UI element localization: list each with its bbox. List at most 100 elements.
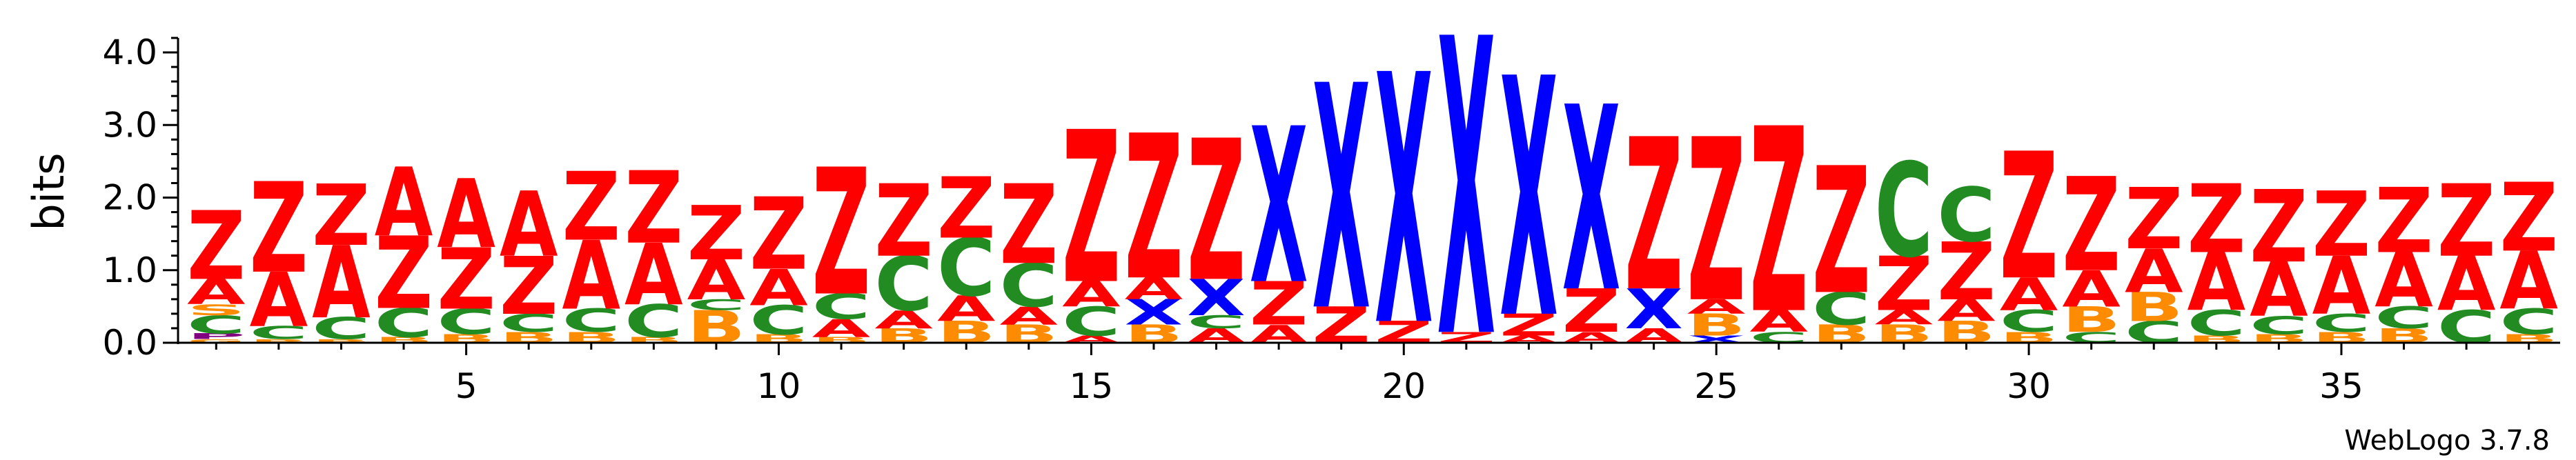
logo-letter: A [749, 259, 808, 317]
logo-letter: Z [2312, 173, 2371, 277]
logo-letter: Z [2187, 164, 2246, 274]
logo-letter: X [1187, 269, 1246, 327]
logo-letter: Z [1875, 241, 1934, 328]
logo-letter: Z [2375, 170, 2433, 274]
y-tick-label: 2.0 [102, 178, 157, 218]
logo-letter: A [187, 272, 246, 313]
logo-letter: Z [937, 160, 996, 258]
letter-stack-pos-19: ZX [1312, 21, 1370, 380]
x-tick-label: 5 [455, 366, 478, 406]
letter-stacks: GPCSAZBCAZBCAZBCZABCZABCZABCAZBCAZBCAZBC… [187, 0, 2558, 429]
logo-letter: C [2000, 304, 2058, 339]
logo-letter: Z [1687, 92, 1746, 352]
logo-letter: C [687, 297, 746, 314]
logo-letter: Z [1250, 270, 1308, 339]
logo-letter: A [2250, 247, 2308, 334]
logo-letter: A [2312, 241, 2371, 332]
logo-letter: C [937, 223, 996, 315]
logo-letter: B [1687, 308, 1746, 342]
logo-letter: Z [625, 150, 683, 266]
logo-letter: Z [500, 241, 558, 333]
logo-letter: Z [1812, 132, 1871, 334]
logo-letter: A [874, 306, 933, 334]
x-tick-label: 20 [1382, 366, 1426, 406]
logo-letter: Z [1562, 277, 1621, 346]
logo-letter: C [625, 296, 683, 348]
logo-letter: Z [2499, 163, 2558, 272]
logo-letter: X [1375, 3, 1433, 402]
logo-letter: X [1437, 0, 1496, 429]
logo-letter: C [2187, 303, 2246, 343]
letter-stack-pos-22: AZX [1500, 10, 1558, 392]
logo-letter: A [2499, 236, 2558, 328]
logo-letter: A [500, 174, 558, 277]
logo-letter: A [1125, 272, 1183, 306]
letter-stack-pos-18: AZX [1250, 83, 1308, 349]
logo-letter: A [2125, 237, 2183, 306]
logo-letter: S [187, 301, 246, 319]
y-tick-label: 4.0 [102, 32, 157, 72]
logo-letter: C [2499, 301, 2558, 342]
logo-letter: B [2062, 300, 2121, 341]
logo-letter: Z [1187, 99, 1246, 325]
logo-letter: Z [2000, 117, 2058, 319]
logo-letter: C [1062, 299, 1121, 345]
logo-letter: C [437, 301, 495, 342]
weblogo-version: WebLogo 3.7.8 [2344, 425, 2550, 457]
logo-letter: Z [1500, 308, 1558, 343]
logo-letter: X [1562, 53, 1621, 348]
letter-stack-pos-27: BCZ [1812, 132, 1871, 349]
logo-letter: X [1250, 83, 1308, 332]
logo-letter: B [2125, 284, 2183, 330]
y-axis-label: bits [23, 152, 74, 230]
logo-letter: Z [2125, 171, 2183, 269]
logo-letter: Z [1624, 95, 1683, 338]
y-tick-label: 1.0 [102, 250, 157, 290]
logo-letter: C [2312, 309, 2371, 338]
logo-letter: Z [874, 163, 933, 279]
logo-letter: Z [1000, 161, 1059, 289]
logo-letter: C [375, 300, 433, 346]
logo-letter: A [812, 314, 871, 343]
logo-letter: C [749, 297, 808, 343]
logo-letter: X [1312, 21, 1370, 380]
logo-letter: C [1812, 283, 1871, 336]
logo-letter: A [2375, 237, 2433, 324]
logo-letter: Z [1749, 76, 1808, 370]
logo-letter: C [1000, 252, 1059, 321]
logo-letter: A [1937, 293, 1996, 328]
logo-letter: C [562, 303, 620, 340]
logo-letter: X [1500, 10, 1558, 392]
letter-stack-pos-23: AZX [1562, 53, 1621, 348]
x-tick-label: 35 [2319, 366, 2363, 406]
logo-letter: A [2062, 260, 2121, 318]
logo-letter: A [1687, 295, 1746, 319]
x-tick-label: 15 [1070, 366, 1114, 406]
x-tick-label: 30 [2007, 366, 2051, 406]
logo-letter: Z [1062, 88, 1121, 331]
x-tick-label: 10 [757, 366, 801, 406]
logo-letter: Z [749, 177, 808, 292]
logo-letter: Z [687, 190, 746, 277]
logo-letter: C [1187, 312, 1246, 332]
